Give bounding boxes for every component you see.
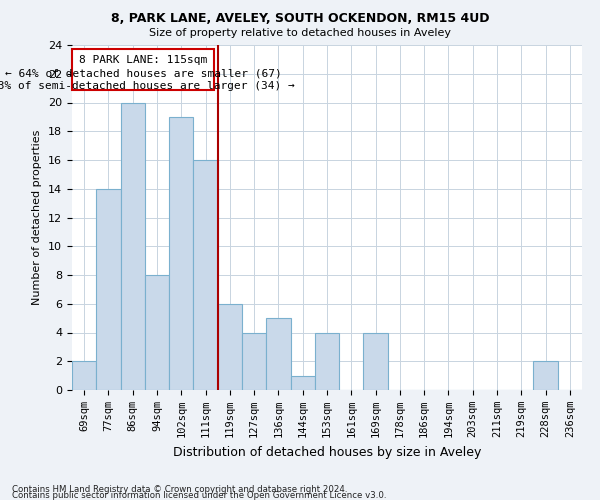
Bar [218, 304, 242, 390]
Text: Contains HM Land Registry data © Crown copyright and database right 2024.: Contains HM Land Registry data © Crown c… [12, 485, 347, 494]
Bar [121, 102, 145, 390]
Bar [266, 318, 290, 390]
X-axis label: Distribution of detached houses by size in Aveley: Distribution of detached houses by size … [173, 446, 481, 458]
Bar [290, 376, 315, 390]
Bar [242, 332, 266, 390]
Text: 8, PARK LANE, AVELEY, SOUTH OCKENDON, RM15 4UD: 8, PARK LANE, AVELEY, SOUTH OCKENDON, RM… [111, 12, 489, 26]
Bar [533, 361, 558, 390]
Text: Size of property relative to detached houses in Aveley: Size of property relative to detached ho… [149, 28, 451, 38]
Bar [96, 188, 121, 390]
Text: 33% of semi-detached houses are larger (34) →: 33% of semi-detached houses are larger (… [0, 81, 295, 91]
Bar [72, 361, 96, 390]
Text: Contains public sector information licensed under the Open Government Licence v3: Contains public sector information licen… [12, 491, 386, 500]
Bar [315, 332, 339, 390]
Bar [364, 332, 388, 390]
Bar [193, 160, 218, 390]
Y-axis label: Number of detached properties: Number of detached properties [32, 130, 43, 305]
Bar [145, 275, 169, 390]
Bar [169, 117, 193, 390]
Text: 8 PARK LANE: 115sqm: 8 PARK LANE: 115sqm [79, 55, 207, 65]
Text: ← 64% of detached houses are smaller (67): ← 64% of detached houses are smaller (67… [5, 68, 281, 78]
FancyBboxPatch shape [72, 48, 214, 90]
